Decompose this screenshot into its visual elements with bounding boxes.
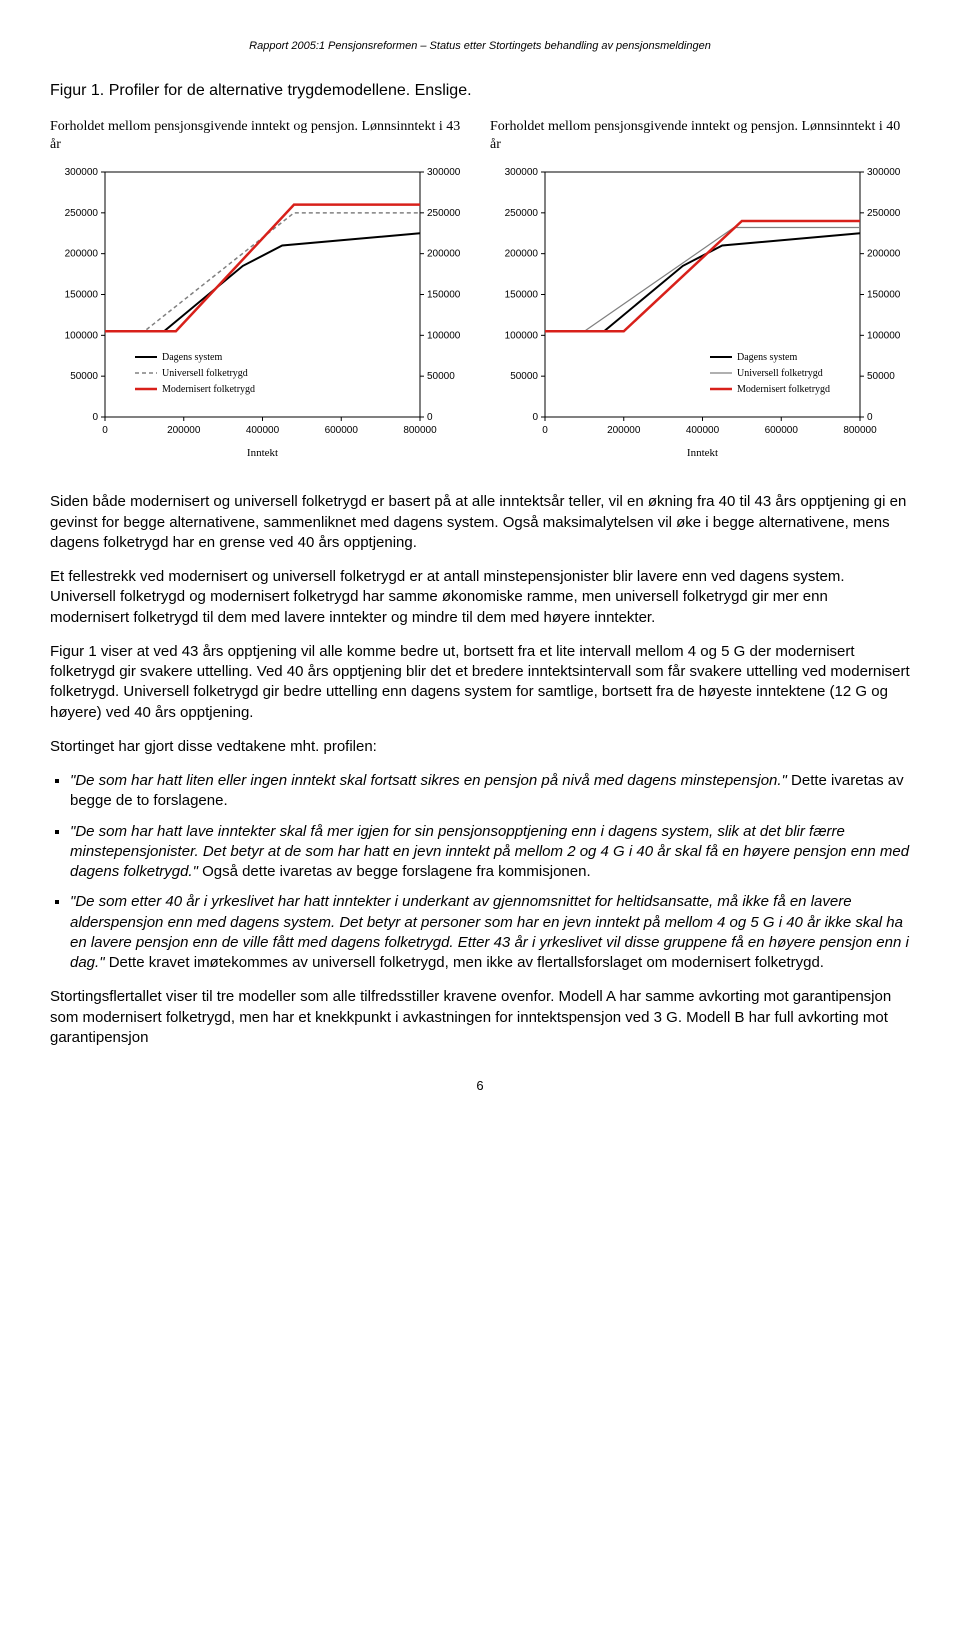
svg-text:0: 0	[867, 412, 873, 423]
chart-right: Forholdet mellom pensjonsgivende inntekt…	[490, 118, 910, 467]
bullet-3: "De som etter 40 år i yrkeslivet har hat…	[70, 892, 910, 973]
svg-text:150000: 150000	[505, 290, 539, 301]
chart-left: Forholdet mellom pensjonsgivende inntekt…	[50, 118, 470, 467]
paragraph-last: Stortingsflertallet viser til tre modell…	[50, 987, 910, 1048]
svg-text:100000: 100000	[505, 331, 539, 342]
svg-text:800000: 800000	[403, 425, 437, 436]
svg-text:0: 0	[532, 412, 538, 423]
svg-text:250000: 250000	[867, 208, 901, 219]
svg-text:400000: 400000	[686, 425, 720, 436]
svg-text:0: 0	[102, 425, 108, 436]
bullet-3-rest: Dette kravet imøtekommes av universell f…	[105, 954, 824, 971]
svg-text:100000: 100000	[867, 331, 901, 342]
bullet-1-quote: "De som har hatt liten eller ingen innte…	[70, 772, 787, 789]
svg-text:100000: 100000	[65, 331, 99, 342]
svg-text:800000: 800000	[843, 425, 877, 436]
svg-text:200000: 200000	[505, 249, 539, 260]
svg-text:300000: 300000	[867, 167, 901, 178]
bullet-1: "De som har hatt liten eller ingen innte…	[70, 771, 910, 812]
body-text: Siden både modernisert og universell fol…	[50, 492, 910, 1048]
svg-text:200000: 200000	[427, 249, 461, 260]
svg-text:Modernisert folketrygd: Modernisert folketrygd	[737, 384, 830, 395]
svg-text:250000: 250000	[65, 208, 99, 219]
paragraph-4: Stortinget har gjort disse vedtakene mht…	[50, 737, 910, 757]
page-number: 6	[50, 1078, 910, 1093]
svg-text:0: 0	[92, 412, 98, 423]
svg-text:200000: 200000	[607, 425, 641, 436]
svg-text:Dagens system: Dagens system	[737, 352, 797, 363]
svg-text:50000: 50000	[427, 372, 455, 383]
svg-text:Dagens system: Dagens system	[162, 352, 222, 363]
svg-text:300000: 300000	[427, 167, 461, 178]
svg-text:250000: 250000	[505, 208, 539, 219]
svg-text:Universell folketrygd: Universell folketrygd	[162, 368, 248, 379]
svg-text:250000: 250000	[427, 208, 461, 219]
svg-text:200000: 200000	[65, 249, 99, 260]
bullet-2-rest: Også dette ivaretas av begge forslagene …	[198, 863, 591, 880]
svg-text:100000: 100000	[427, 331, 461, 342]
svg-text:600000: 600000	[325, 425, 359, 436]
chart-left-title: Forholdet mellom pensjonsgivende inntekt…	[50, 118, 470, 154]
chart-right-svg: 0 50000 100000 150000 200000 250000 300000 0 500…	[490, 162, 910, 462]
svg-text:0: 0	[542, 425, 548, 436]
svg-text:200000: 200000	[867, 249, 901, 260]
svg-text:300000: 300000	[65, 167, 99, 178]
svg-text:150000: 150000	[65, 290, 99, 301]
svg-text:Inntekt: Inntekt	[687, 447, 718, 459]
svg-text:400000: 400000	[246, 425, 280, 436]
figure-caption: Figur 1. Profiler for de alternative try…	[50, 82, 910, 100]
svg-text:50000: 50000	[867, 372, 895, 383]
svg-text:50000: 50000	[510, 372, 538, 383]
svg-text:150000: 150000	[867, 290, 901, 301]
svg-text:600000: 600000	[765, 425, 799, 436]
svg-text:Modernisert folketrygd: Modernisert folketrygd	[162, 384, 255, 395]
paragraph-2: Et fellestrekk ved modernisert og univer…	[50, 567, 910, 628]
svg-text:200000: 200000	[167, 425, 201, 436]
bullet-2: "De som har hatt lave inntekter skal få …	[70, 822, 910, 883]
chart-left-svg: 0 50000 100000 150000 200000 250000 300000 0 500…	[50, 162, 470, 462]
svg-text:300000: 300000	[505, 167, 539, 178]
paragraph-1: Siden både modernisert og universell fol…	[50, 492, 910, 553]
chart-right-title: Forholdet mellom pensjonsgivende inntekt…	[490, 118, 910, 154]
paragraph-3: Figur 1 viser at ved 43 års opptjening v…	[50, 642, 910, 723]
page-header: Rapport 2005:1 Pensjonsreformen – Status…	[50, 40, 910, 52]
svg-text:50000: 50000	[70, 372, 98, 383]
svg-text:150000: 150000	[427, 290, 461, 301]
svg-text:Inntekt: Inntekt	[247, 447, 278, 459]
svg-text:Universell folketrygd: Universell folketrygd	[737, 368, 823, 379]
bullet-list: "De som har hatt liten eller ingen innte…	[50, 771, 910, 973]
svg-text:0: 0	[427, 412, 433, 423]
charts-row: Forholdet mellom pensjonsgivende inntekt…	[50, 118, 910, 467]
